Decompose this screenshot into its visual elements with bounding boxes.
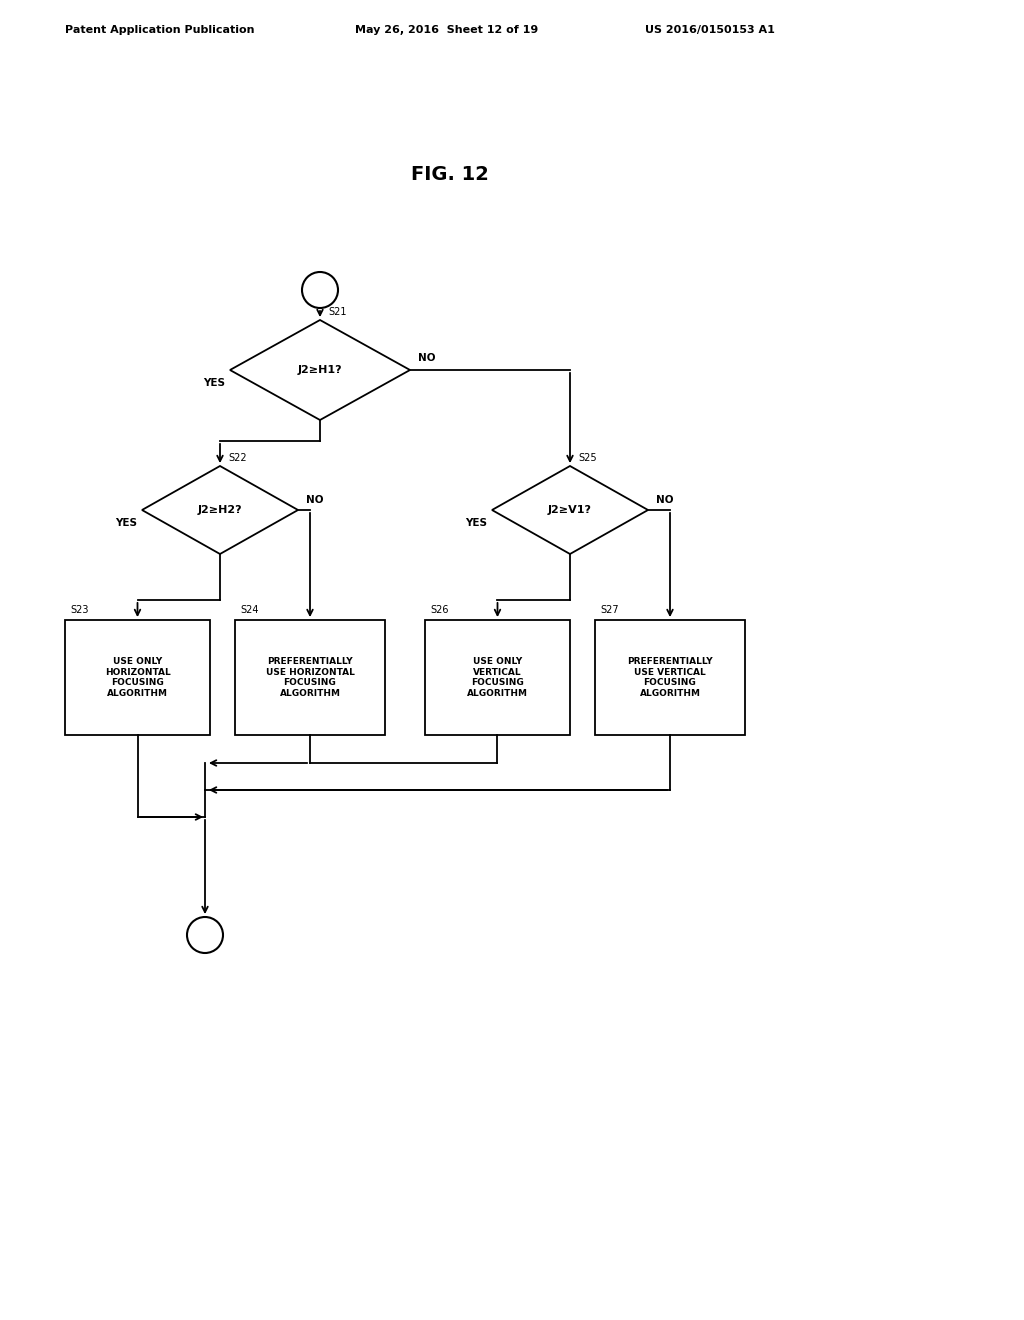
Text: S23: S23 [70, 605, 88, 615]
Text: YES: YES [203, 378, 225, 388]
Text: NO: NO [656, 495, 674, 506]
Text: J2≥V1?: J2≥V1? [548, 506, 592, 515]
Text: S25: S25 [578, 453, 597, 463]
Text: S22: S22 [228, 453, 247, 463]
Text: NO: NO [418, 352, 435, 363]
Text: PREFERENTIALLY
USE HORIZONTAL
FOCUSING
ALGORITHM: PREFERENTIALLY USE HORIZONTAL FOCUSING A… [265, 657, 354, 697]
Text: PREFERENTIALLY
USE VERTICAL
FOCUSING
ALGORITHM: PREFERENTIALLY USE VERTICAL FOCUSING ALG… [627, 657, 713, 697]
Text: USE ONLY
HORIZONTAL
FOCUSING
ALGORITHM: USE ONLY HORIZONTAL FOCUSING ALGORITHM [104, 657, 170, 697]
Text: Patent Application Publication: Patent Application Publication [65, 25, 255, 36]
Bar [595, 620, 745, 735]
Text: USE ONLY
VERTICAL
FOCUSING
ALGORITHM: USE ONLY VERTICAL FOCUSING ALGORITHM [467, 657, 528, 697]
Text: J2≥H1?: J2≥H1? [298, 366, 342, 375]
Text: S21: S21 [328, 308, 346, 317]
Text: YES: YES [115, 517, 137, 528]
Text: US 2016/0150153 A1: US 2016/0150153 A1 [645, 25, 775, 36]
Text: S27: S27 [600, 605, 618, 615]
Text: J2≥H2?: J2≥H2? [198, 506, 243, 515]
Text: S26: S26 [430, 605, 449, 615]
Bar [65, 620, 210, 735]
Text: FIG. 12: FIG. 12 [411, 165, 488, 185]
Bar [425, 620, 570, 735]
Text: YES: YES [465, 517, 487, 528]
Text: May 26, 2016  Sheet 12 of 19: May 26, 2016 Sheet 12 of 19 [355, 25, 539, 36]
Text: NO: NO [306, 495, 324, 506]
Text: S24: S24 [240, 605, 258, 615]
Bar [234, 620, 385, 735]
